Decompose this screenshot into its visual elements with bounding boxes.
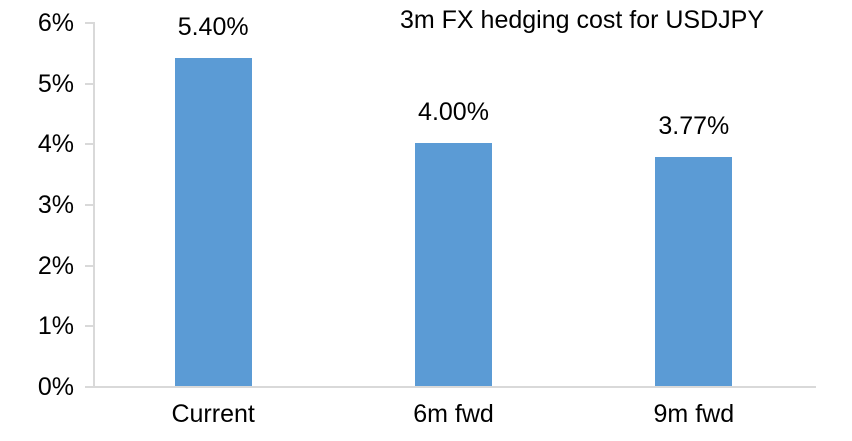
y-axis-tick-label: 0%: [37, 373, 74, 401]
y-axis-tick: [85, 82, 93, 85]
bar-value-label-6m-fwd: 4.00%: [418, 98, 489, 127]
y-axis-tick: [85, 204, 93, 206]
bar-value-label-9m-fwd: 3.77%: [658, 112, 730, 141]
y-axis-tick: [85, 325, 93, 328]
y-axis-tick-label: 4%: [37, 130, 74, 159]
y-axis-tick-label: 6%: [37, 9, 74, 37]
bar-value-label-current: 5.40%: [177, 13, 249, 42]
chart-title: 3m FX hedging cost for USDJPY: [399, 6, 765, 34]
y-axis-tick: [85, 264, 93, 267]
bar-9m-fwd: [655, 157, 733, 386]
y-axis-line: [93, 22, 95, 388]
x-axis-line: [93, 386, 816, 388]
y-axis-tick-label: 5%: [37, 69, 74, 98]
x-axis-category-label-9m-fwd: 9m fwd: [653, 400, 735, 428]
y-axis-tick: [85, 143, 93, 146]
y-axis-tick-label: 2%: [37, 251, 74, 280]
x-axis-category-label-6m-fwd: 6m fwd: [413, 400, 494, 428]
y-axis-tick: [85, 386, 93, 388]
y-axis-tick-label: 1%: [37, 312, 74, 341]
x-axis-category-label-current: Current: [171, 400, 255, 428]
y-axis-tick-label: 3%: [37, 191, 74, 219]
bar-6m-fwd: [415, 143, 492, 386]
y-axis-tick: [85, 22, 93, 24]
bar-current: [174, 58, 252, 386]
